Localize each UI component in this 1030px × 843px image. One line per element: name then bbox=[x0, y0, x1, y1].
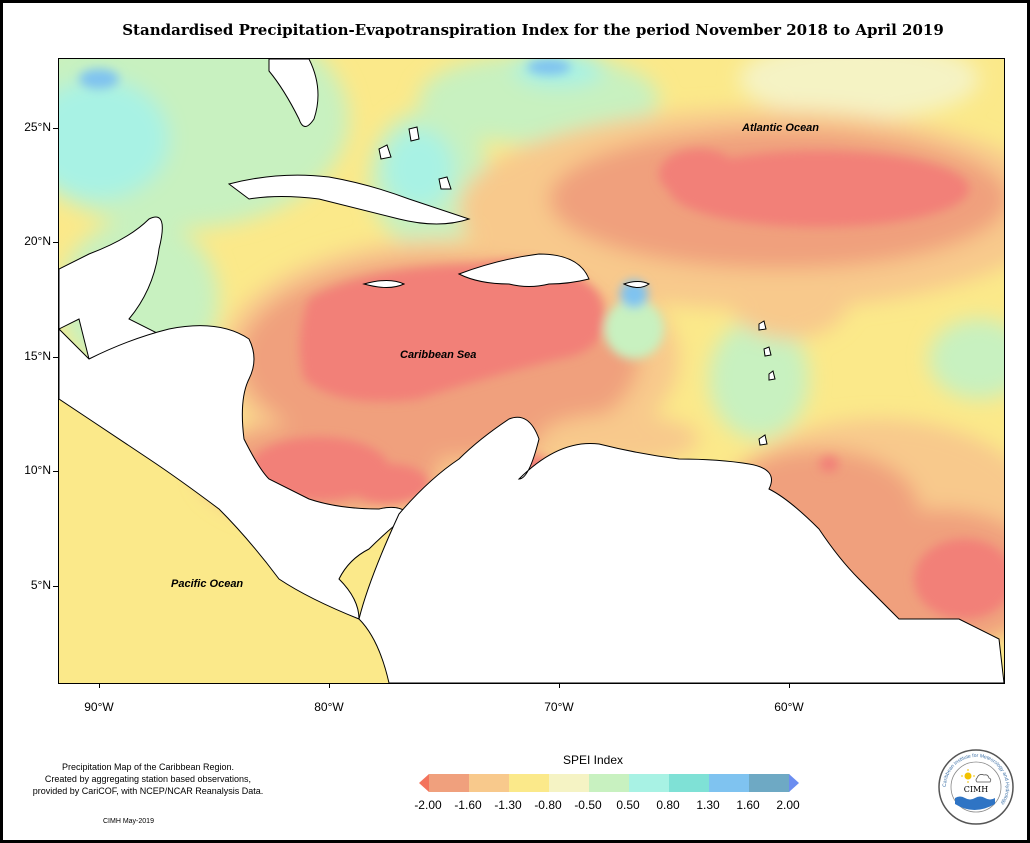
legend-color-swatch bbox=[749, 774, 790, 792]
lon-label-60: 60°W bbox=[774, 700, 804, 714]
legend-color-swatch bbox=[429, 774, 470, 792]
legend-color-swatch bbox=[509, 774, 550, 792]
lon-tick bbox=[329, 683, 330, 688]
lon-tick bbox=[789, 683, 790, 688]
legend-color-swatch bbox=[669, 774, 710, 792]
legend-color-swatch bbox=[709, 774, 750, 792]
note-line-2: Created by aggregating station based obs… bbox=[44, 774, 252, 784]
legend-min-arrow bbox=[419, 774, 429, 792]
lon-tick bbox=[559, 683, 560, 688]
atlantic-ocean-label: Atlantic Ocean bbox=[742, 122, 820, 134]
note-line-1: Precipitation Map of the Caribbean Regio… bbox=[61, 762, 235, 772]
lat-tick bbox=[53, 471, 58, 472]
lat-tick bbox=[53, 586, 58, 587]
spei-field bbox=[59, 59, 1004, 683]
legend-color-swatch bbox=[469, 774, 510, 792]
lat-label-10: 10°N bbox=[24, 463, 51, 477]
pacific-ocean-label: Pacific Ocean bbox=[171, 578, 244, 590]
lat-tick bbox=[53, 242, 58, 243]
legend-color-swatch bbox=[589, 774, 630, 792]
legend-title: SPEI Index bbox=[562, 753, 624, 767]
legend-tick-label: -2.00 bbox=[414, 798, 442, 812]
spei-map: Atlantic Ocean Caribbean Sea Pacific Oce… bbox=[58, 58, 1005, 684]
legend-tick-label: -0.80 bbox=[534, 798, 562, 812]
logo-center-text: CIMH bbox=[964, 785, 988, 794]
legend-color-swatch bbox=[629, 774, 670, 792]
lat-tick bbox=[53, 357, 58, 358]
legend-tick-label: -0.50 bbox=[574, 798, 602, 812]
legend-tick-labels: -2.00 -1.60 -1.30 -0.80 -0.50 0.50 0.80 1.30 1.6… bbox=[414, 798, 799, 812]
lon-label-70: 70°W bbox=[544, 700, 574, 714]
legend-max-arrow bbox=[789, 774, 799, 792]
lat-tick bbox=[53, 128, 58, 129]
lat-label-20: 20°N bbox=[24, 234, 51, 248]
map-description: Precipitation Map of the Caribbean Regio… bbox=[13, 761, 283, 797]
credit-text: CIMH May-2019 bbox=[103, 818, 154, 825]
lat-label-25: 25°N bbox=[24, 120, 51, 134]
legend-tick-label: -1.30 bbox=[494, 798, 522, 812]
legend-colorbar bbox=[419, 774, 799, 792]
legend-tick-label: 1.30 bbox=[696, 798, 720, 812]
cimh-logo: Caribbean Institute for Meteorology and … bbox=[938, 749, 1014, 825]
land bbox=[59, 59, 1004, 683]
legend-tick-label: -1.60 bbox=[454, 798, 482, 812]
legend-tick-label: 2.00 bbox=[776, 798, 800, 812]
legend-tick-label: 0.80 bbox=[656, 798, 680, 812]
lon-label-90: 90°W bbox=[84, 700, 114, 714]
lon-tick bbox=[99, 683, 100, 688]
legend-color-swatch bbox=[549, 774, 590, 792]
note-line-3: provided by CariCOF, with NCEP/NCAR Rean… bbox=[32, 786, 264, 796]
lat-label-5: 5°N bbox=[30, 578, 51, 592]
lon-label-80: 80°W bbox=[314, 700, 344, 714]
lat-label-15: 15°N bbox=[24, 349, 51, 363]
legend-tick-label: 1.60 bbox=[736, 798, 760, 812]
map-title: Standardised Precipitation-Evapotranspir… bbox=[122, 21, 944, 39]
legend-tick-label: 0.50 bbox=[616, 798, 640, 812]
caribbean-sea-label: Caribbean Sea bbox=[400, 349, 477, 361]
